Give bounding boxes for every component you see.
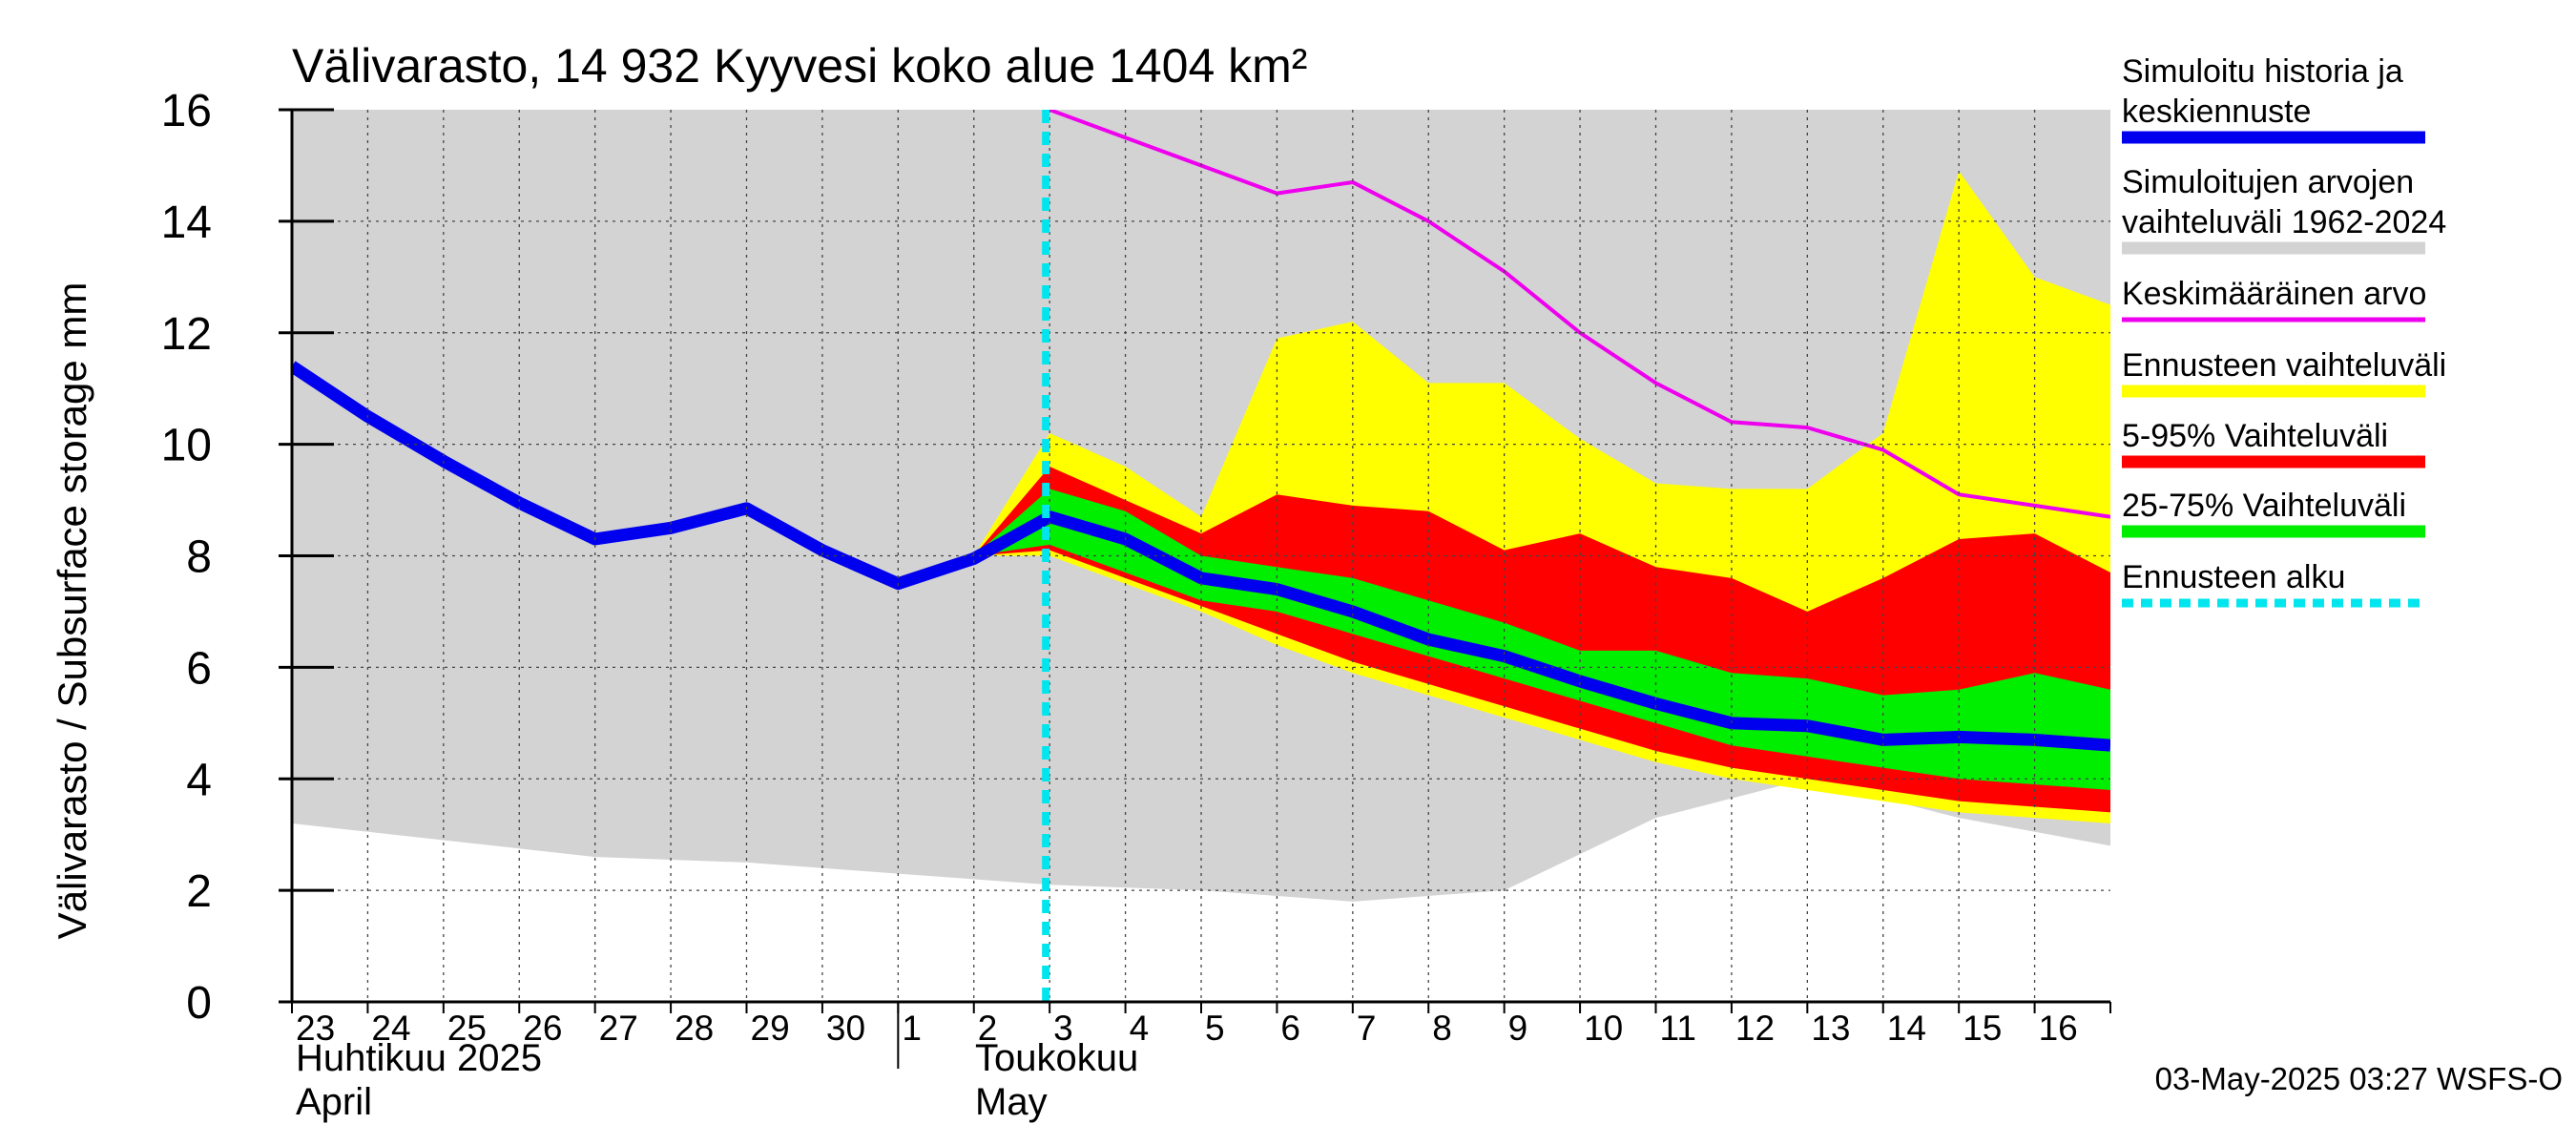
y-tick-label: 12 (161, 309, 212, 360)
legend-label: Keskimääräinen arvo (2122, 276, 2426, 312)
x-tick-labels: 23 24 25 26 27 28 29 30 1 2 3 4 5 6 7 8 9 10 11 12 13 14 15 16 (296, 1009, 2078, 1048)
chart-title: Välivarasto, 14 932 Kyyvesi koko alue 14… (292, 39, 1307, 93)
legend: Simuloitu historia jakeskiennusteSimuloi… (2122, 53, 2446, 608)
y-tick-label: 10 (161, 421, 212, 471)
x-tick-label: 7 (1357, 1009, 1377, 1048)
x-tick-label: 16 (2039, 1009, 2078, 1048)
x-tick-label: 23 (296, 1009, 335, 1048)
x-tick-label: 24 (371, 1009, 410, 1048)
x-tick-label: 10 (1584, 1009, 1623, 1048)
footer-timestamp: 03-May-2025 03:27 WSFS-O (2155, 1061, 2563, 1096)
legend-item: Simuloitujen arvojen vaihteluväli 1962-20… (2122, 164, 2446, 255)
x-tick-label: 27 (599, 1009, 638, 1048)
x-tick-label: 6 (1280, 1009, 1300, 1048)
x-tick-label: 11 (1660, 1009, 1696, 1048)
x-tick-label: 13 (1811, 1009, 1850, 1048)
legend-label: keskiennuste (2122, 94, 2311, 130)
y-tick-label: 14 (161, 198, 212, 248)
month-label-may-fi: Toukokuu (975, 1037, 1138, 1079)
y-tick-label: 16 (161, 86, 212, 136)
x-tick-label: 3 (1053, 1009, 1073, 1048)
y-tick-label: 2 (186, 866, 212, 917)
month-label-april-en: April (296, 1081, 372, 1123)
legend-label: Ennusteen vaihteluväli (2122, 347, 2446, 384)
x-tick-label: 28 (675, 1009, 714, 1048)
legend-label: Simuloitu historia ja (2122, 53, 2403, 90)
x-tick-label: 2 (978, 1009, 998, 1048)
legend-item: Simuloitu historia ja keskiennuste (2122, 53, 2425, 144)
month-label-april-fi: Huhtikuu 2025 (296, 1037, 542, 1079)
legend-item: Keskimääräinen arvo (2122, 276, 2426, 323)
x-tick-label: 4 (1130, 1009, 1150, 1048)
legend-item: 25-75% Vaihteluväli (2122, 488, 2425, 538)
x-tick-label: 15 (1963, 1009, 2002, 1048)
y-tick-label: 8 (186, 532, 212, 583)
gridlines (292, 110, 2110, 1002)
x-tick-label: 8 (1432, 1009, 1452, 1048)
x-tick-label: 26 (523, 1009, 562, 1048)
x-tick-label: 5 (1205, 1009, 1225, 1048)
x-tick-label: 1 (902, 1009, 922, 1048)
x-tick-label: 12 (1735, 1009, 1775, 1048)
x-tick-label: 14 (1887, 1009, 1926, 1048)
forecast-25-75-band (973, 489, 2110, 790)
y-tick-label: 6 (186, 643, 212, 694)
x-tick-label: 25 (447, 1009, 487, 1048)
month-label-may-en: May (975, 1081, 1048, 1123)
legend-label: vaihteluväli 1962-2024 (2122, 204, 2446, 240)
legend-label: 5-95% Vaihteluväli (2122, 418, 2388, 454)
y-axis-label: Välivarasto / Subsurface storage mm (50, 282, 94, 940)
legend-item: Ennusteen alku (2122, 559, 2425, 608)
legend-item: 5-95% Vaihteluväli (2122, 418, 2425, 468)
legend-label: 25-75% Vaihteluväli (2122, 488, 2406, 524)
plot-area (292, 110, 2110, 1002)
y-tick-label: 4 (186, 755, 212, 805)
x-tick-label: 9 (1508, 1009, 1528, 1048)
legend-item: Ennusteen vaihteluväli (2122, 347, 2446, 398)
x-tick-label: 30 (826, 1009, 865, 1048)
y-tick-label: 0 (186, 978, 212, 1029)
x-tick-label: 29 (751, 1009, 790, 1048)
legend-label: Ennusteen alku (2122, 559, 2345, 595)
legend-label: Simuloitujen arvojen (2122, 164, 2414, 200)
